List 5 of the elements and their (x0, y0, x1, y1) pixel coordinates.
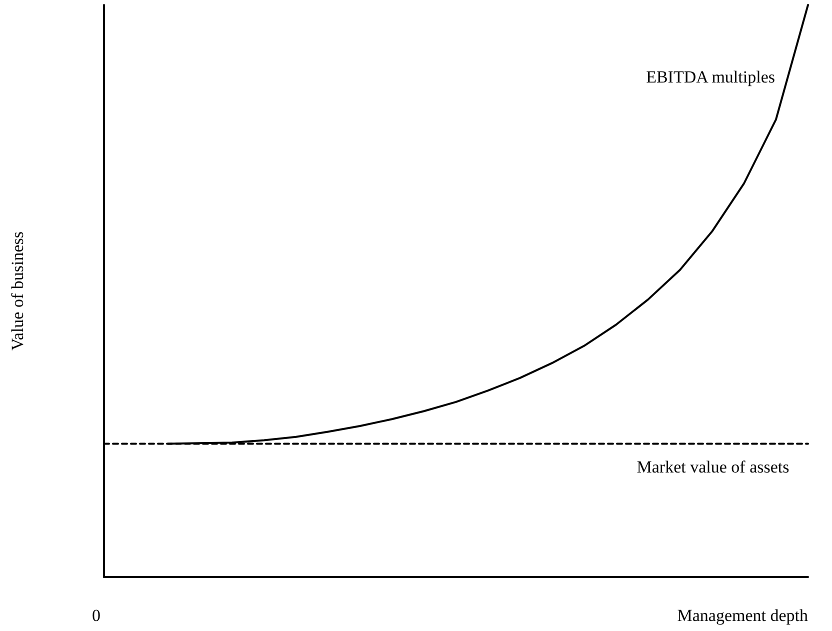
series-label: EBITDA multiples (646, 68, 775, 86)
series-label: Market value of assets (636, 458, 790, 477)
y-axis-title: Value of business (8, 232, 27, 350)
text: 0 (92, 606, 100, 625)
x-axis-title: Management depth (677, 606, 808, 625)
